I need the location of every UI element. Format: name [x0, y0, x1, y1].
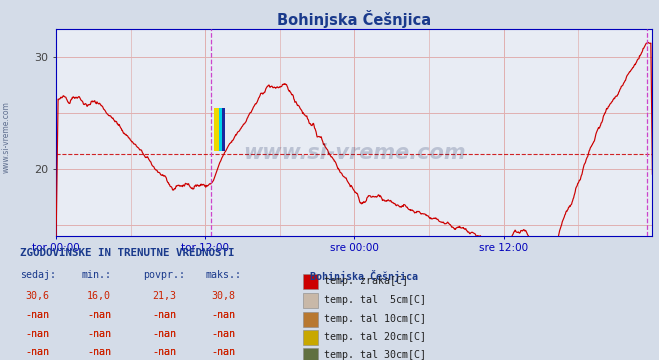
- Text: temp. tal  5cm[C]: temp. tal 5cm[C]: [324, 295, 426, 305]
- Bar: [219, 108, 222, 151]
- Text: -nan: -nan: [87, 329, 111, 339]
- Text: -nan: -nan: [87, 347, 111, 357]
- Text: Bohinjska Češnjica: Bohinjska Češnjica: [310, 270, 418, 282]
- Text: -nan: -nan: [25, 310, 49, 320]
- Text: 16,0: 16,0: [87, 291, 111, 301]
- Text: 30,8: 30,8: [211, 291, 235, 301]
- Text: -nan: -nan: [152, 310, 176, 320]
- Text: temp. zraka[C]: temp. zraka[C]: [324, 275, 409, 285]
- Text: -nan: -nan: [25, 310, 49, 320]
- Text: www.si-vreme.com: www.si-vreme.com: [243, 143, 465, 163]
- Text: povpr.:: povpr.:: [144, 270, 186, 280]
- Text: sedaj:: sedaj:: [20, 270, 55, 280]
- Text: temp. tal 30cm[C]: temp. tal 30cm[C]: [324, 350, 426, 360]
- Bar: [214, 108, 219, 151]
- Text: -nan: -nan: [152, 329, 176, 339]
- Text: -nan: -nan: [152, 347, 176, 357]
- Bar: [303, 348, 318, 360]
- Text: -nan: -nan: [211, 347, 235, 357]
- Text: -nan: -nan: [87, 329, 111, 339]
- Text: www.si-vreme.com: www.si-vreme.com: [2, 101, 11, 173]
- Text: -nan: -nan: [87, 310, 111, 320]
- Text: 30,6: 30,6: [25, 291, 49, 301]
- Bar: [303, 274, 318, 289]
- Title: Bohinjska Češnjica: Bohinjska Češnjica: [277, 10, 431, 28]
- Text: temp. tal 10cm[C]: temp. tal 10cm[C]: [324, 314, 426, 324]
- Text: -nan: -nan: [87, 310, 111, 320]
- Text: -nan: -nan: [25, 347, 49, 357]
- Text: 21,3: 21,3: [152, 291, 176, 301]
- Text: -nan: -nan: [25, 329, 49, 339]
- Bar: [303, 330, 318, 345]
- Text: maks.:: maks.:: [206, 270, 242, 280]
- Text: -nan: -nan: [211, 329, 235, 339]
- Text: -nan: -nan: [152, 310, 176, 320]
- Text: -nan: -nan: [25, 329, 49, 339]
- Text: -nan: -nan: [211, 329, 235, 339]
- Text: ZGODOVINSKE IN TRENUTNE VREDNOSTI: ZGODOVINSKE IN TRENUTNE VREDNOSTI: [20, 248, 234, 258]
- Text: -nan: -nan: [152, 329, 176, 339]
- Text: -nan: -nan: [25, 347, 49, 357]
- Text: min.:: min.:: [82, 270, 111, 280]
- Bar: [303, 312, 318, 327]
- Text: temp. tal 20cm[C]: temp. tal 20cm[C]: [324, 332, 426, 342]
- Text: -nan: -nan: [211, 310, 235, 320]
- Bar: [303, 293, 318, 308]
- Bar: [222, 108, 225, 151]
- Text: -nan: -nan: [211, 310, 235, 320]
- Text: -nan: -nan: [211, 347, 235, 357]
- Text: -nan: -nan: [152, 347, 176, 357]
- Text: -nan: -nan: [87, 347, 111, 357]
